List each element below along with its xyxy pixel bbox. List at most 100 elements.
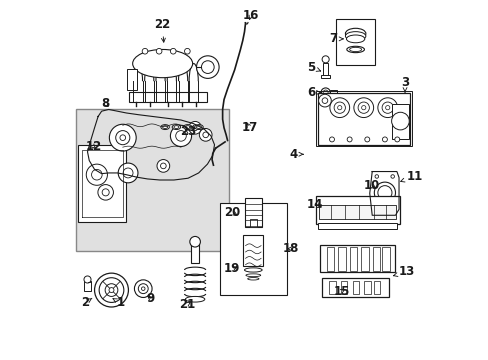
Bar xyxy=(336,19,374,66)
Circle shape xyxy=(109,124,136,151)
Circle shape xyxy=(318,94,330,107)
Circle shape xyxy=(188,121,201,134)
Text: 16: 16 xyxy=(242,9,259,22)
Circle shape xyxy=(157,159,169,172)
Circle shape xyxy=(184,48,190,54)
Text: 12: 12 xyxy=(85,140,102,153)
Circle shape xyxy=(116,131,130,145)
Bar xyxy=(317,93,409,145)
Circle shape xyxy=(346,137,351,142)
Text: 5: 5 xyxy=(306,60,320,73)
Circle shape xyxy=(138,284,148,294)
Ellipse shape xyxy=(132,49,192,78)
Ellipse shape xyxy=(346,35,364,43)
Circle shape xyxy=(189,237,200,247)
Circle shape xyxy=(357,102,368,113)
Circle shape xyxy=(102,189,109,196)
Circle shape xyxy=(353,98,373,118)
Ellipse shape xyxy=(174,126,179,129)
Circle shape xyxy=(118,163,138,183)
Circle shape xyxy=(374,182,395,203)
Ellipse shape xyxy=(161,125,169,130)
Ellipse shape xyxy=(345,28,365,39)
Ellipse shape xyxy=(185,296,204,302)
Bar xyxy=(349,247,357,271)
Text: 19: 19 xyxy=(224,262,240,275)
Circle shape xyxy=(322,56,328,63)
Bar xyxy=(319,205,395,219)
Text: 17: 17 xyxy=(241,121,257,134)
Ellipse shape xyxy=(349,48,361,51)
Bar xyxy=(373,280,380,294)
Circle shape xyxy=(91,170,102,180)
Circle shape xyxy=(364,137,369,142)
Text: 2: 2 xyxy=(81,296,92,309)
Text: 7: 7 xyxy=(328,32,343,45)
Circle shape xyxy=(86,164,107,185)
Bar xyxy=(317,223,396,229)
Circle shape xyxy=(105,284,118,296)
Circle shape xyxy=(203,132,208,138)
Bar xyxy=(315,91,411,147)
Bar xyxy=(322,63,328,76)
Text: 3: 3 xyxy=(400,76,408,92)
Ellipse shape xyxy=(163,126,167,129)
Ellipse shape xyxy=(185,126,190,129)
Bar xyxy=(126,69,136,90)
Text: 14: 14 xyxy=(306,198,323,211)
Bar xyxy=(76,109,228,251)
Bar xyxy=(84,281,90,292)
Bar xyxy=(321,75,329,78)
Circle shape xyxy=(156,48,162,54)
Bar xyxy=(352,280,358,294)
Circle shape xyxy=(141,287,145,291)
Bar xyxy=(243,235,263,266)
Text: 8: 8 xyxy=(101,96,109,109)
Circle shape xyxy=(322,98,327,103)
Text: 21: 21 xyxy=(179,298,195,311)
Bar xyxy=(364,280,370,294)
Circle shape xyxy=(361,105,365,110)
Bar xyxy=(338,247,346,271)
Ellipse shape xyxy=(194,125,203,130)
Ellipse shape xyxy=(346,46,364,53)
Circle shape xyxy=(385,105,389,110)
Text: 18: 18 xyxy=(282,242,299,255)
Text: 9: 9 xyxy=(146,292,154,305)
Circle shape xyxy=(120,135,125,140)
Ellipse shape xyxy=(345,32,365,40)
Circle shape xyxy=(134,280,152,297)
Circle shape xyxy=(170,48,176,54)
Circle shape xyxy=(374,175,378,178)
Circle shape xyxy=(99,278,123,302)
Bar xyxy=(190,243,199,263)
Circle shape xyxy=(323,90,327,95)
Circle shape xyxy=(372,208,376,212)
Bar xyxy=(249,219,256,227)
Ellipse shape xyxy=(172,125,180,130)
Circle shape xyxy=(377,98,397,118)
Circle shape xyxy=(98,185,113,200)
Bar xyxy=(329,90,336,95)
Circle shape xyxy=(394,137,399,142)
Text: 15: 15 xyxy=(333,285,349,298)
Text: 11: 11 xyxy=(400,170,422,183)
Bar xyxy=(322,278,388,297)
Circle shape xyxy=(381,102,392,113)
Ellipse shape xyxy=(247,278,259,280)
Ellipse shape xyxy=(244,268,262,272)
Circle shape xyxy=(321,88,329,97)
Circle shape xyxy=(160,163,166,169)
Bar xyxy=(328,280,335,294)
Circle shape xyxy=(382,137,386,142)
Circle shape xyxy=(333,102,345,113)
Text: 10: 10 xyxy=(364,180,380,193)
Circle shape xyxy=(109,288,114,293)
Circle shape xyxy=(175,131,186,141)
Circle shape xyxy=(337,105,341,110)
Circle shape xyxy=(199,129,212,141)
Circle shape xyxy=(391,112,408,130)
Circle shape xyxy=(329,98,349,118)
Circle shape xyxy=(142,48,147,54)
Ellipse shape xyxy=(245,274,260,277)
